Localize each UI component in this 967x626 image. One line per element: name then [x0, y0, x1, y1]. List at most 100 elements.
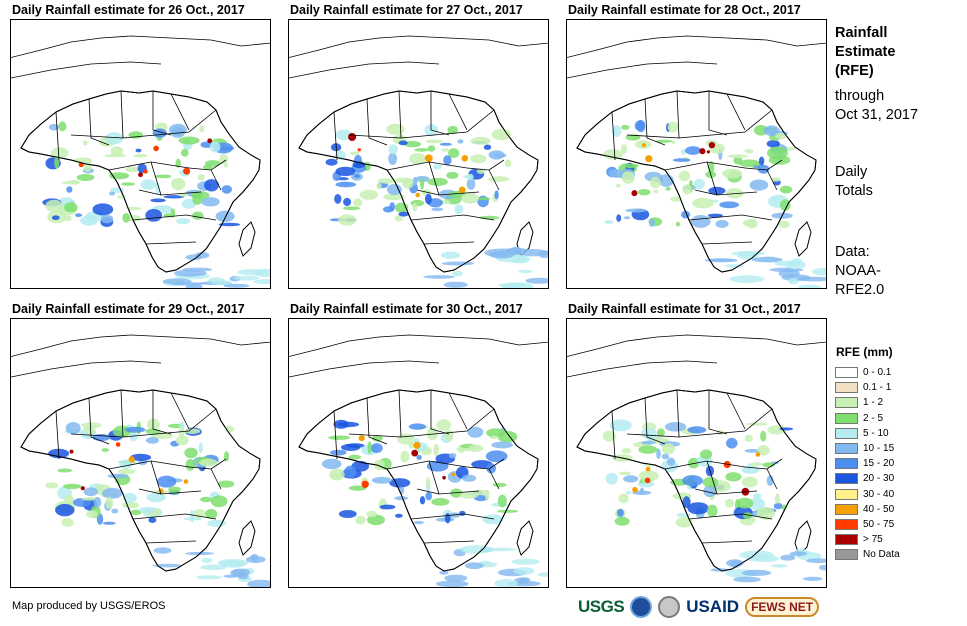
panel-title: Daily Rainfall estimate for 27 Oct., 201… [290, 3, 523, 17]
data-source: Data: NOAA- RFE2.0 [835, 243, 884, 300]
rainfall-area [237, 573, 249, 580]
legend-label: 15 - 20 [863, 458, 895, 470]
rainfall-area [802, 576, 823, 581]
rainfall-area [121, 182, 136, 186]
rainfall-area [738, 159, 761, 168]
heavy-rainfall-spot [451, 472, 455, 477]
country-border [138, 189, 162, 196]
rainfall-area [461, 192, 479, 204]
rainfall-area [181, 198, 197, 209]
rainfall-area [626, 490, 632, 495]
rainfall-area [726, 437, 738, 449]
rainfall-area [122, 492, 137, 503]
rainfall-area [101, 448, 110, 452]
rainfall-area [537, 572, 548, 577]
rainfall-area [618, 493, 629, 504]
rainfall-area [400, 450, 410, 463]
rainfall-area [462, 474, 477, 482]
rainfall-map [10, 19, 271, 289]
usaid-logo: USAID [686, 597, 740, 616]
rainfall-area [181, 148, 189, 157]
rainfall-area [702, 477, 719, 488]
rainfall-area [233, 275, 260, 281]
rainfall-area [353, 198, 363, 207]
rainfall-area [427, 177, 448, 186]
rainfall-area [215, 210, 235, 222]
map-panel-30-oct: Daily Rainfall estimate for 30 Oct., 201… [288, 302, 549, 588]
heavy-rainfall-spot [69, 449, 74, 454]
legend-swatch [835, 443, 858, 455]
rainfall-area [48, 123, 60, 131]
rainfall-area [84, 424, 96, 435]
rainfall-area [359, 189, 379, 200]
legend-item: > 75 [835, 532, 900, 547]
country-border [416, 488, 440, 495]
country-border [122, 408, 217, 438]
rainfall-area [105, 132, 124, 145]
rainfall-area [45, 482, 59, 489]
heavy-rainfall-spot [411, 449, 419, 457]
rainfall-area [140, 179, 157, 190]
heavy-rainfall-spot [153, 145, 159, 152]
rainfall-area [670, 196, 682, 202]
rainfall-area [92, 203, 114, 216]
country-border [70, 134, 124, 139]
legend-item: 10 - 15 [835, 441, 900, 456]
rainfall-area [602, 430, 616, 442]
rainfall-area [667, 121, 679, 133]
rainfall-area [637, 189, 651, 196]
country-border [676, 389, 680, 438]
rainfall-area [715, 219, 729, 228]
rainfall-area [185, 459, 195, 471]
europe-coastline [289, 334, 548, 357]
rainfall-area [664, 422, 687, 432]
panel-title: Daily Rainfall estimate for 28 Oct., 201… [568, 3, 801, 17]
rainfall-area [494, 190, 499, 200]
country-border [145, 540, 197, 544]
rainfall-area [648, 218, 655, 227]
legend-swatch [835, 518, 858, 530]
rainfall-area [253, 279, 270, 285]
country-border [70, 433, 124, 438]
legend-swatch [835, 412, 858, 424]
legend-title: RFE (mm) [836, 345, 893, 359]
country-border [448, 392, 468, 430]
rainfall-area [184, 447, 198, 459]
rainfall-area [452, 270, 464, 277]
through-date-value: Oct 31, 2017 [835, 107, 919, 123]
rainfall-area [760, 430, 767, 442]
heavy-rainfall-spot [415, 192, 420, 198]
rainfall-area [623, 163, 639, 169]
rainfall-area [484, 547, 517, 552]
rainfall-legend: RFE (mm) 0 - 0.1 0.1 - 1 1 - 2 2 - 5 5 - 10 1… [835, 345, 900, 562]
legend-label: > 75 [863, 534, 883, 546]
rainfall-area [750, 462, 763, 467]
country-border [766, 468, 778, 490]
heavy-rainfall-spot [115, 442, 121, 447]
country-border [611, 410, 616, 460]
rainfall-area [680, 148, 686, 155]
map-panel-31-oct: Daily Rainfall estimate for 31 Oct., 201… [566, 302, 827, 588]
rainfall-area [75, 213, 83, 218]
country-border [210, 468, 222, 490]
rainfall-area [170, 126, 185, 138]
rainfall-area [139, 506, 155, 514]
country-border [694, 189, 718, 196]
rainfall-area [126, 206, 141, 211]
rainfall-area [719, 201, 739, 209]
rainfall-area [435, 580, 469, 587]
rainfall-area [55, 503, 75, 517]
rainfall-area [736, 497, 754, 509]
rainfall-area [616, 508, 624, 517]
rainfall-area [491, 128, 511, 141]
rainfall-area [665, 187, 671, 191]
country-border [132, 513, 217, 520]
rainfall-area [690, 215, 711, 228]
rainfall-area [348, 454, 362, 460]
rainfall-area [377, 178, 396, 184]
rainfall-area [433, 443, 439, 457]
rainfall-area [518, 269, 533, 274]
rainfall-area [61, 180, 81, 185]
rainfall-area [125, 166, 140, 173]
continent-outline [298, 389, 539, 572]
